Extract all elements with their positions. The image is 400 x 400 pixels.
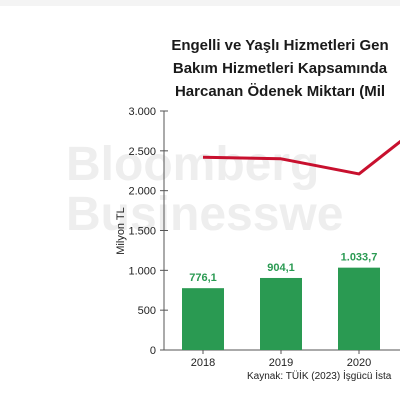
- y-axis-label: Milyon TL: [115, 207, 127, 254]
- y-tick-label: 1.000: [128, 265, 156, 277]
- bar-value-label: 1.033,7: [341, 252, 378, 264]
- bar: [182, 288, 224, 350]
- bar-value-label: 904,1: [267, 262, 295, 274]
- watermark-line-2: Businesswe: [66, 188, 344, 241]
- x-tick-label: 2020: [347, 357, 371, 369]
- y-tick-label: 2.000: [128, 186, 156, 198]
- title-line-3: Harcanan Ödenek Miktarı (Mil: [174, 83, 386, 100]
- bar-value-label: 776,1: [189, 272, 217, 284]
- source-note: Kaynak: TÜİK (2023) İşgücü İsta: [247, 371, 392, 382]
- watermark-line-1: Bloomberg: [66, 138, 320, 191]
- title-line-1: Engelli ve Yaşlı Hizmetleri Gen: [171, 37, 389, 54]
- title-line-2: Bakım Hizmetleri Kapsamında: [172, 60, 388, 77]
- y-tick-label: 3.000: [128, 106, 156, 118]
- top-bar: [0, 0, 400, 6]
- chart-title: Engelli ve Yaşlı Hizmetleri Gen Bakım Hi…: [0, 34, 400, 103]
- y-tick-label: 500: [138, 305, 156, 317]
- line-series: [202, 139, 400, 176]
- x-tick-label: 2019: [269, 357, 293, 369]
- watermark: Bloomberg Businesswe: [66, 140, 343, 240]
- bar: [260, 277, 302, 350]
- y-tick-label: 1.500: [128, 226, 156, 238]
- y-tick-label: 2.500: [128, 146, 156, 158]
- y-tick-label: 0: [150, 345, 156, 357]
- x-tick-label: 2018: [191, 357, 215, 369]
- bar: [338, 267, 380, 350]
